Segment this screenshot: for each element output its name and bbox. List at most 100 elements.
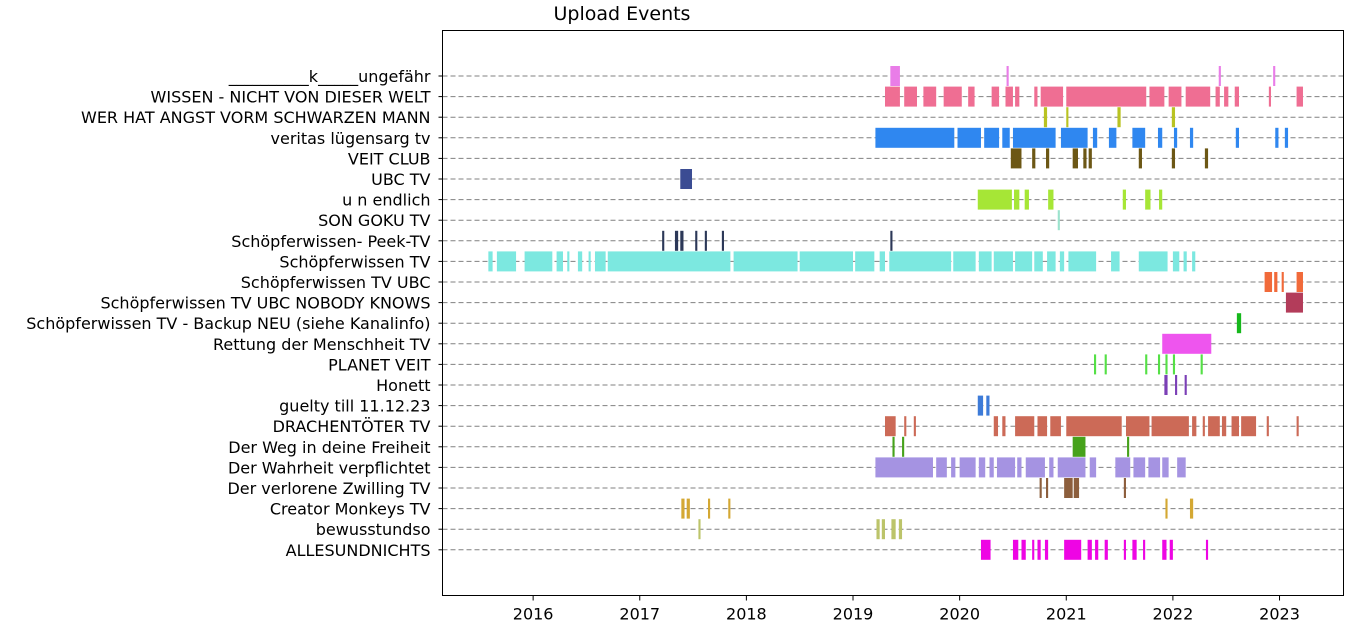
event-bar [1172,251,1180,272]
event-bar [488,251,493,272]
event-bar [1087,539,1092,560]
x-tick-label: 2020 [939,605,980,624]
event-bar [733,251,798,272]
event-bar [1005,86,1013,107]
y-tick-label: WISSEN - NICHT VON DIESER WELT [151,88,431,107]
y-tick-label: bewusstundso [316,520,431,539]
event-bar [1168,86,1182,107]
event-bar [1104,539,1108,560]
event-bar [1172,354,1176,375]
event-bar [1068,251,1097,272]
event-bar [1162,539,1167,560]
event-bar [1185,86,1211,107]
event-bar [1012,539,1019,560]
event-bar [1072,148,1078,169]
event-bar [1273,66,1276,86]
event-bar [978,457,986,478]
event-bar [1034,86,1038,107]
event-bar [607,251,731,272]
event-bar [1221,416,1227,437]
event-bar [1133,457,1146,478]
event-bar [1149,86,1165,107]
y-tick-label: WER HAT ANGST VORM SCHWARZEN MANN [81,108,431,127]
event-bar [1296,416,1299,437]
event-bar [588,251,591,272]
plot-frame [442,30,1344,596]
event-bar [1204,148,1209,169]
y-tick-label: Schöpferwissen TV [279,252,430,271]
event-bar [686,498,690,519]
event-bar [1032,539,1035,560]
event-bar [1205,539,1209,560]
event-bar [1006,66,1009,86]
event-bar [980,539,991,560]
event-bar [1017,457,1022,478]
event-bar [959,457,976,478]
event-bar [1089,457,1097,478]
event-bar [1125,416,1150,437]
y-tick-label: ALLESUNDNICHTS [286,541,431,560]
event-bar [524,251,553,272]
event-bar [881,519,885,540]
y-tick-label: DRACHENTÖTER TV [273,417,431,436]
event-bar [1072,436,1086,457]
event-bar [1296,272,1303,292]
event-bar [1021,539,1026,560]
y-tick-label: Rettung der Menschheit TV [213,335,431,354]
y-tick-label: u n endlich [342,191,430,210]
event-bar [1184,375,1187,395]
event-bar [936,457,947,478]
y-tick-label: Schöpferwissen TV - Backup NEU (siehe Ka… [26,314,430,333]
event-bar [855,251,875,272]
chart-title: Upload Events [554,3,691,25]
x-tick-label: 2016 [513,605,554,624]
event-bar [662,230,665,251]
event-bar [957,127,981,148]
y-tick-label: Creator Monkeys TV [270,500,431,519]
event-bar [1024,189,1029,210]
event-bar [951,457,956,478]
y-tick-label: UBC TV [371,170,430,189]
event-bar [1066,86,1147,107]
event-bar [1145,354,1148,375]
event-bar [1049,457,1054,478]
event-bar [1015,416,1035,437]
event-bar [1043,107,1048,128]
event-bar [1266,416,1269,437]
event-bar [681,498,685,519]
event-bar [1073,478,1080,498]
event-bar [1268,86,1271,107]
event-bar [892,436,895,457]
event-bar [1162,333,1212,354]
x-tick-label: 2019 [833,605,874,624]
event-bar [875,127,955,148]
event-bar [1215,86,1220,107]
event-bar [904,416,907,437]
event-bar [1064,478,1073,498]
event-bar [993,416,999,437]
event-bar [977,395,984,416]
event-bar [1088,148,1092,169]
event-bar [1296,86,1303,107]
event-bars [488,66,1303,560]
event-bar [1177,457,1186,478]
event-bar [1002,127,1010,148]
event-bar [1066,107,1069,128]
event-bar [1236,313,1242,334]
event-bar [1127,436,1130,457]
y-tick-label: __________k_____ungefähr [228,67,431,87]
event-bar [1165,498,1168,519]
event-bar [902,436,905,457]
y-tick-label: Der Wahrheit verpflichtet [228,458,431,477]
event-bar [876,519,880,540]
event-bar [1039,478,1042,498]
event-bar [1095,539,1099,560]
event-bar [943,86,962,107]
event-bar [1060,127,1088,148]
event-bar [1040,86,1064,107]
event-bar [1015,86,1020,107]
event-bar [1275,127,1279,148]
event-bar [989,457,994,478]
event-bar [1108,127,1117,148]
event-bar [1224,86,1229,107]
